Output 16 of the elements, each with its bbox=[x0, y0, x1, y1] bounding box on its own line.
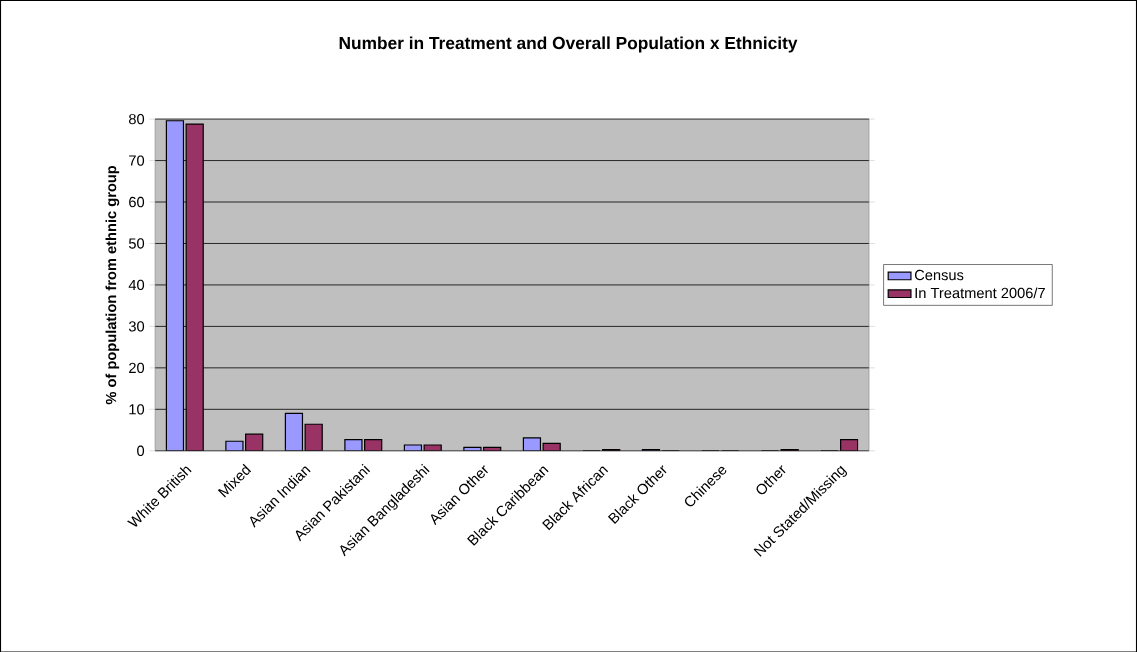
y-tick-label: 80 bbox=[128, 113, 145, 125]
y-tick-label: 20 bbox=[129, 362, 145, 373]
bar bbox=[284, 412, 304, 451]
y-axis-title: % of population from ethnic group bbox=[105, 165, 120, 405]
legend-label: In Treatment 2006/7 bbox=[915, 287, 1045, 298]
y-tick-label: 50 bbox=[128, 238, 145, 249]
y-tick-label: 10 bbox=[129, 403, 145, 415]
legend-label: Census bbox=[914, 269, 964, 280]
y-tick-label: 0 bbox=[137, 445, 145, 456]
bar bbox=[165, 119, 185, 451]
y-tick-label: 40 bbox=[128, 279, 145, 290]
chart-title: Number in Treatment and Overall Population x Ethnicity bbox=[339, 36, 798, 53]
bar bbox=[185, 123, 204, 451]
y-tick-label: 70 bbox=[129, 155, 145, 166]
y-tick-label: 60 bbox=[129, 196, 145, 207]
y-tick-label: 30 bbox=[128, 321, 145, 332]
